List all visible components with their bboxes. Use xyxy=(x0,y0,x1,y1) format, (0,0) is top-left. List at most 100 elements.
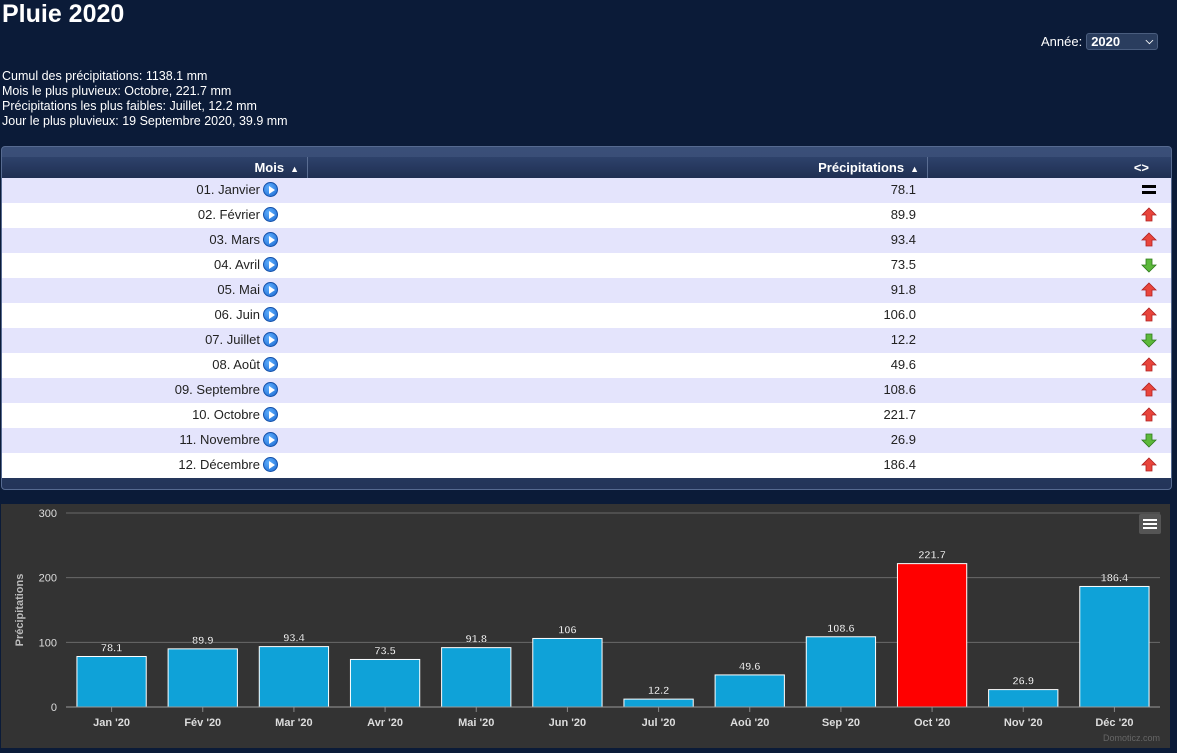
cell-mois: 08. Août xyxy=(212,357,278,372)
y-tick-label: 100 xyxy=(39,637,57,649)
cell-mois: 12. Décembre xyxy=(178,457,278,472)
play-icon[interactable] xyxy=(263,432,278,447)
month-label: 02. Février xyxy=(197,207,260,222)
arrow-up-icon xyxy=(1141,282,1157,298)
cell-precipitations: 108.6 xyxy=(883,382,916,397)
menu-icon xyxy=(1143,519,1157,521)
data-label: 108.6 xyxy=(827,623,855,635)
summary: Cumul des précipitations: 1138.1 mm Mois… xyxy=(2,69,288,129)
table-row: 01. Janvier 78.1 xyxy=(2,178,1171,203)
month-label: 04. Avril xyxy=(213,257,260,272)
x-tick-label: Aoû '20 xyxy=(730,717,769,729)
summary-driest-month: Précipitations les plus faibles: Juillet… xyxy=(2,99,257,113)
play-icon[interactable] xyxy=(263,332,278,347)
rain-table: Mois ▲ Précipitations ▲ <> 01. Janvier 78.1… xyxy=(1,146,1172,490)
data-label: 12.2 xyxy=(648,685,669,697)
bar[interactable] xyxy=(441,647,512,708)
bar[interactable] xyxy=(1079,585,1150,708)
cell-precipitations: 93.4 xyxy=(890,232,916,247)
month-label: 11. Novembre xyxy=(179,432,260,447)
cell-mois: 03. Mars xyxy=(209,232,278,247)
bar[interactable] xyxy=(167,648,238,708)
table-row: 04. Avril 73.5 xyxy=(2,253,1171,278)
bar[interactable] xyxy=(532,637,603,708)
cell-mois: 06. Juin xyxy=(214,307,278,322)
month-label: 07. Juillet xyxy=(205,332,260,347)
cell-mois: 07. Juillet xyxy=(205,332,278,347)
chevron-down-icon: ⌵ xyxy=(1145,36,1154,47)
y-axis-label: Précipitations xyxy=(14,574,26,647)
column-header-precipitations[interactable]: Précipitations ▲ xyxy=(308,157,928,178)
arrow-up-icon xyxy=(1141,357,1157,373)
sort-up-icon: ▲ xyxy=(290,164,299,174)
play-icon[interactable] xyxy=(263,407,278,422)
cell-precipitations: 106.0 xyxy=(883,307,916,322)
play-icon[interactable] xyxy=(263,457,278,472)
table-row: 03. Mars 93.4 xyxy=(2,228,1171,253)
data-label: 106 xyxy=(558,624,576,636)
chart-svg: 0 100 200 300 Précipitations 78.1 Jan '20 89.9 F… xyxy=(14,508,1160,729)
data-label: 26.9 xyxy=(1013,676,1034,688)
play-icon[interactable] xyxy=(263,307,278,322)
table-row: 08. Août 49.6 xyxy=(2,353,1171,378)
bar[interactable] xyxy=(896,563,968,708)
year-label: Année: xyxy=(1041,34,1083,49)
data-label: 49.6 xyxy=(739,661,760,673)
equal-icon xyxy=(1141,182,1157,198)
x-tick-label: Jul '20 xyxy=(642,717,676,729)
x-tick-label: Déc '20 xyxy=(1095,717,1133,729)
play-icon[interactable] xyxy=(263,257,278,272)
year-filter: Année: 2020 ⌵ xyxy=(1041,33,1159,50)
month-label: 01. Janvier xyxy=(196,182,260,197)
month-label: 08. Août xyxy=(212,357,260,372)
x-tick-label: Jun '20 xyxy=(549,717,586,729)
play-icon[interactable] xyxy=(263,382,278,397)
sort-up-icon: ▲ xyxy=(910,164,919,174)
cell-mois: 02. Février xyxy=(198,207,278,222)
data-label: 73.5 xyxy=(374,645,395,657)
x-tick-label: Nov '20 xyxy=(1004,717,1043,729)
bar[interactable] xyxy=(805,636,877,708)
summary-wettest-month: Mois le plus pluvieux: Octobre, 221.7 mm xyxy=(2,84,232,98)
play-icon[interactable] xyxy=(263,232,278,247)
x-tick-label: Oct '20 xyxy=(914,717,950,729)
x-tick-label: Mar '20 xyxy=(275,717,312,729)
table-row: 05. Mai 91.8 xyxy=(2,278,1171,303)
chart-menu-button[interactable] xyxy=(1139,514,1161,534)
bar[interactable] xyxy=(988,689,1059,708)
play-icon[interactable] xyxy=(263,207,278,222)
table-row: 02. Février 89.9 xyxy=(2,203,1171,228)
play-icon[interactable] xyxy=(263,357,278,372)
data-label: 186.4 xyxy=(1101,572,1129,584)
data-label: 91.8 xyxy=(466,634,487,646)
play-icon[interactable] xyxy=(263,282,278,297)
bar[interactable] xyxy=(76,655,147,708)
column-header-mois[interactable]: Mois ▲ xyxy=(2,157,308,178)
rain-chart: 0 100 200 300 Précipitations 78.1 Jan '20 89.9 F… xyxy=(1,504,1170,748)
arrow-down-icon xyxy=(1141,257,1157,273)
column-header-trend[interactable]: <> xyxy=(1133,160,1149,175)
cell-precipitations: 186.4 xyxy=(883,457,916,472)
cell-precipitations: 49.6 xyxy=(890,357,916,372)
arrow-up-icon xyxy=(1141,207,1157,223)
bar[interactable] xyxy=(714,674,785,708)
bar[interactable] xyxy=(623,698,694,708)
year-select[interactable]: 2020 ⌵ xyxy=(1086,33,1159,50)
month-label: 05. Mai xyxy=(217,282,260,297)
play-icon[interactable] xyxy=(263,182,278,197)
arrow-up-icon xyxy=(1141,457,1157,473)
year-select-value: 2020 xyxy=(1091,34,1121,49)
cell-precipitations: 12.2 xyxy=(890,332,916,347)
arrow-up-icon xyxy=(1141,232,1157,248)
data-label: 78.1 xyxy=(101,642,122,654)
bar[interactable] xyxy=(349,658,421,708)
column-header-precipitations-label: Précipitations xyxy=(818,160,905,175)
chart-credit[interactable]: Domoticz.com xyxy=(1102,733,1160,743)
column-header-mois-label: Mois xyxy=(254,160,285,175)
x-tick-label: Sep '20 xyxy=(822,717,860,729)
y-tick-label: 0 xyxy=(51,702,57,714)
y-tick-label: 200 xyxy=(39,573,57,585)
month-label: 10. Octobre xyxy=(192,407,260,422)
cell-precipitations: 221.7 xyxy=(883,407,916,422)
bar[interactable] xyxy=(258,646,330,708)
